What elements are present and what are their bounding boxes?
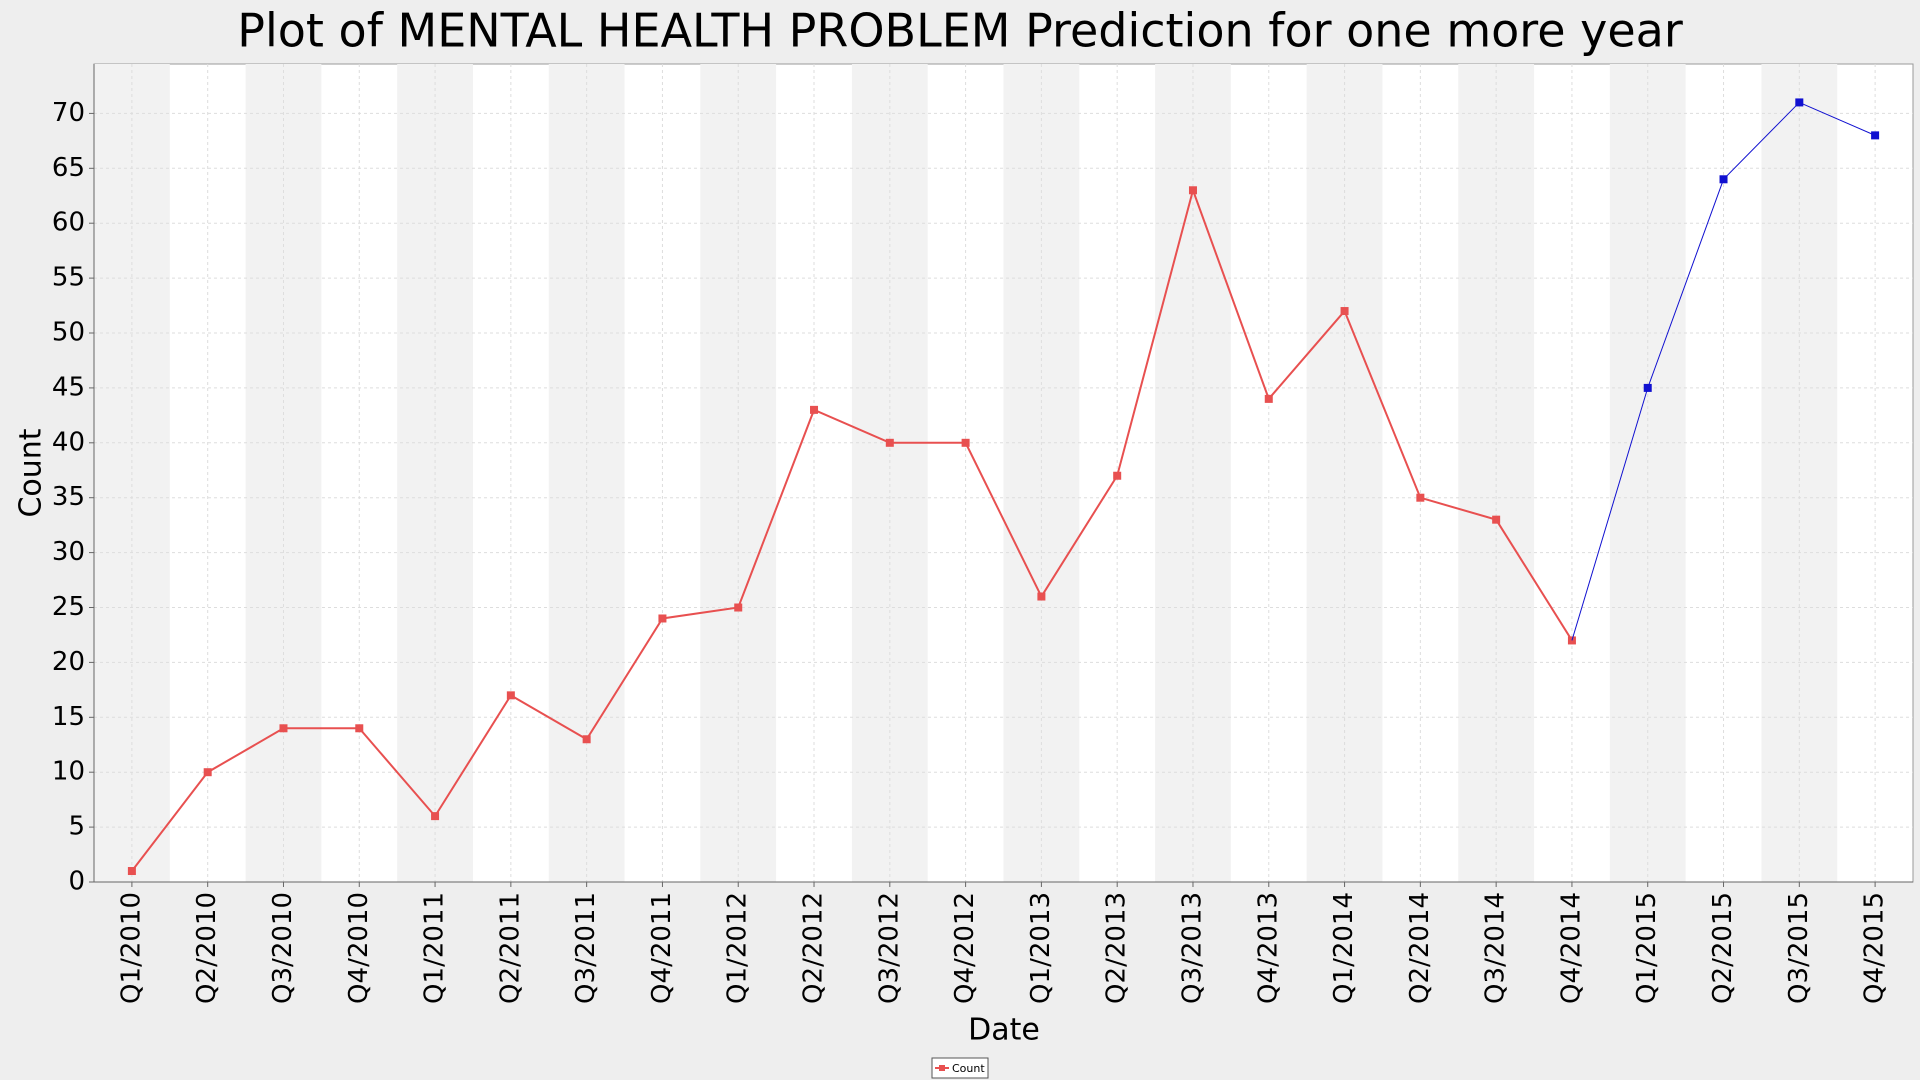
y-tick-label: 25 [52, 592, 85, 622]
x-tick-label: Q1/2014 [1329, 892, 1359, 1004]
y-tick-label: 0 [68, 867, 85, 897]
legend-swatch [939, 1065, 945, 1071]
x-tick-label: Q2/2013 [1102, 892, 1132, 1004]
point [1037, 592, 1046, 601]
y-tick-label: 15 [52, 702, 85, 732]
x-tick-label: Q3/2014 [1481, 892, 1511, 1004]
x-tick-label: Q3/2010 [268, 892, 298, 1004]
point [127, 867, 136, 876]
x-tick-label: Q2/2014 [1405, 892, 1435, 1004]
x-axis-label: Date [968, 1013, 1040, 1048]
y-tick-label: 70 [52, 98, 85, 128]
x-tick-label: Q1/2013 [1026, 892, 1056, 1004]
series-line [131, 186, 1573, 872]
point [355, 724, 364, 733]
point [431, 812, 440, 821]
x-tick-label: Q2/2012 [799, 892, 829, 1004]
x-tick-label: Q3/2015 [1784, 892, 1814, 1004]
point [1871, 131, 1880, 140]
legend-label: Count [952, 1062, 985, 1075]
point [279, 724, 288, 733]
x-tick-label: Q2/2015 [1708, 892, 1738, 1004]
point [582, 735, 591, 744]
y-tick-label: 55 [52, 263, 85, 293]
point [506, 691, 515, 700]
y-tick-label: 40 [52, 427, 85, 457]
x-tick-label: Q4/2014 [1556, 892, 1586, 1004]
legend-box [931, 1057, 989, 1079]
point [1264, 394, 1273, 403]
x-tick-label: Q4/2011 [647, 892, 677, 1004]
y-tick-label: 35 [52, 482, 85, 512]
x-tick-label: Q4/2015 [1860, 892, 1890, 1004]
y-tick-label: 65 [52, 153, 85, 183]
y-tick-label: 30 [52, 537, 85, 567]
legend-item: Count [931, 1057, 989, 1079]
y-tick-label: 20 [52, 647, 85, 677]
chart-title: Plot of MENTAL HEALTH PROBLEM Prediction… [237, 4, 1683, 58]
y-tick-label: 5 [68, 812, 85, 842]
point [885, 438, 894, 447]
point [1719, 175, 1728, 184]
x-tick-label: Q4/2010 [344, 892, 374, 1004]
x-tick-label: Q1/2010 [116, 892, 146, 1004]
point [1113, 471, 1122, 480]
x-tick-label: Q1/2015 [1632, 892, 1662, 1004]
y-tick-label: 60 [52, 208, 85, 238]
point [1795, 98, 1804, 107]
point [1492, 515, 1501, 524]
y-tick-label: 10 [52, 757, 85, 787]
x-tick-label: Q2/2010 [192, 892, 222, 1004]
point [203, 768, 212, 777]
point [1643, 383, 1652, 392]
y-tick-label: 45 [52, 372, 85, 402]
x-tick-label: Q3/2012 [874, 892, 904, 1004]
x-tick-label: Q3/2011 [571, 892, 601, 1004]
x-tick-label: Q1/2011 [420, 892, 450, 1004]
x-tick-label: Q4/2013 [1253, 892, 1283, 1004]
y-axis-label: Count [14, 428, 49, 517]
y-tick-label: 50 [52, 318, 85, 348]
point [810, 405, 819, 414]
x-tick-label: Q3/2013 [1177, 892, 1207, 1004]
x-tick-label: Q2/2011 [495, 892, 525, 1004]
x-tick-label: Q4/2012 [950, 892, 980, 1004]
point [734, 603, 743, 612]
point [961, 438, 970, 447]
point [1416, 493, 1425, 502]
point [1340, 307, 1349, 316]
point [658, 614, 667, 623]
x-tick-label: Q1/2012 [723, 892, 753, 1004]
point [1188, 186, 1197, 195]
